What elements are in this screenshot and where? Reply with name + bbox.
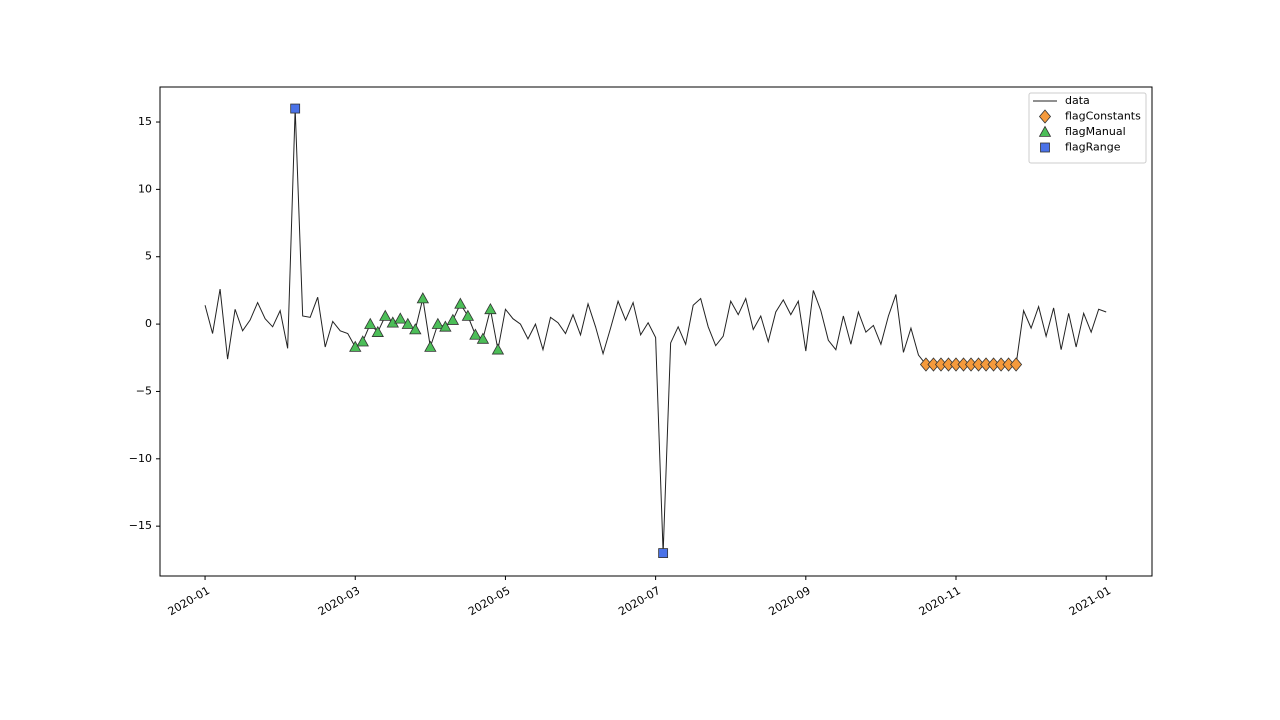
x-tick-label: 2020-09 — [767, 584, 813, 618]
legend-box — [1028, 92, 1147, 164]
y-tick-label: −15 — [129, 519, 152, 532]
y-tick-label: 15 — [138, 115, 152, 128]
legend-marker — [1038, 125, 1052, 137]
legend-label: flagManual — [1065, 125, 1126, 138]
y-tick-label: 0 — [145, 317, 152, 330]
y-tick-label: −10 — [129, 452, 152, 465]
flag-marker — [349, 340, 362, 352]
flag-marker — [446, 313, 460, 325]
flag-marker — [356, 335, 369, 347]
y-tick-label: 5 — [145, 250, 152, 263]
x-tick-label: 2020-05 — [466, 584, 512, 618]
flag-marker — [371, 325, 384, 337]
flag-marker — [491, 343, 505, 355]
x-tick-label: 2020-07 — [616, 584, 662, 618]
flag-marker — [379, 309, 392, 321]
flag-marker — [454, 297, 467, 309]
flag-marker — [431, 317, 445, 329]
y-tick-label: −5 — [136, 384, 152, 397]
y-tick-label: 10 — [138, 182, 152, 195]
x-tick-label: 2020-01 — [166, 584, 212, 618]
flag-marker — [658, 548, 669, 558]
flag-marker — [424, 340, 437, 352]
flag-marker — [469, 328, 482, 340]
legend-label: flagRange — [1065, 141, 1121, 154]
flag-marker — [364, 317, 377, 329]
flag-marker — [484, 302, 497, 315]
flag-marker — [409, 323, 422, 335]
x-tick-label: 2020-03 — [316, 584, 362, 618]
flag-marker — [461, 309, 475, 321]
flag-marker — [290, 103, 301, 114]
data-line — [204, 108, 1107, 554]
x-tick-label: 2020-11 — [917, 584, 963, 618]
x-tick-label: 2021-01 — [1067, 584, 1113, 618]
flag-marker — [1010, 357, 1023, 372]
legend-marker — [1040, 142, 1050, 153]
flag-marker — [439, 320, 452, 332]
flag-marker — [416, 292, 430, 304]
flag-marker — [476, 332, 490, 344]
flag-marker — [394, 312, 407, 324]
plot-frame — [159, 86, 1153, 577]
legend-label: flagConstants — [1065, 110, 1141, 123]
legend-label: data — [1065, 94, 1090, 107]
flag-marker — [401, 317, 414, 329]
legend-marker — [1038, 109, 1052, 124]
